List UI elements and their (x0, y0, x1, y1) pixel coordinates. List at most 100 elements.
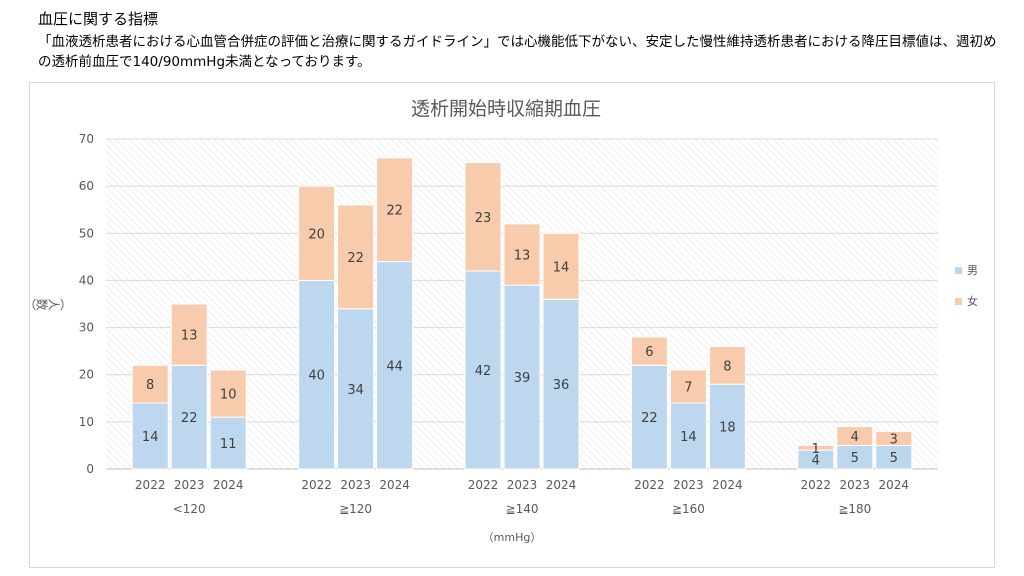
data-label: 14 (553, 260, 570, 275)
data-label: 13 (514, 249, 531, 264)
bar-segment-female (836, 426, 874, 446)
y-tick-label: 50 (79, 226, 94, 240)
bar-segment-female (209, 369, 247, 418)
bar-segment-female (464, 162, 502, 272)
x-tick-label-year: 2022 (468, 478, 499, 492)
x-category-label: ≧140 (506, 502, 539, 516)
y-tick-label: 10 (79, 415, 94, 429)
y-tick-label: 60 (79, 179, 94, 193)
x-category-label: ≧120 (339, 502, 372, 516)
chart-frame: 透析開始時収縮期血圧 0 10 20 30 40 50 60 70 14 8 22 13 11 10 40… (29, 82, 995, 568)
bar-segment-male (376, 261, 414, 470)
data-label: 13 (181, 329, 198, 344)
x-tick-label-year: 2023 (174, 478, 205, 492)
x-category-label: <120 (173, 502, 206, 516)
x-tick-label-year: 2022 (135, 478, 166, 492)
bar-segment-female (669, 369, 707, 404)
data-label: 4 (812, 454, 820, 469)
page-header: 血圧に関する指標 「血液透析患者における心血管合併症の評価と治療に関するガイドラ… (38, 8, 1008, 72)
data-label: 22 (181, 411, 198, 426)
data-label: 22 (347, 251, 364, 266)
x-tick-label-year: 2024 (879, 478, 910, 492)
bar-segment-female (337, 204, 375, 310)
data-label: 40 (308, 369, 325, 384)
bar-segment-female (797, 444, 835, 451)
data-label: 18 (719, 421, 736, 436)
data-label: 42 (475, 364, 492, 379)
bar-segment-male (298, 279, 336, 470)
y-tick-label: 40 (79, 273, 94, 287)
x-axis-label: （mmHg） (483, 531, 542, 544)
data-label: 14 (142, 430, 159, 445)
bar-segment-female (630, 336, 668, 366)
data-label: 5 (851, 451, 859, 466)
bar-segment-female (131, 364, 169, 404)
x-category-label: ≧160 (672, 502, 705, 516)
legend: 男女 (955, 264, 978, 308)
bar-segment-male (170, 364, 208, 470)
legend-swatch (955, 298, 962, 305)
legend-swatch (955, 267, 962, 274)
page-heading: 血圧に関する指標 (38, 10, 159, 28)
x-axis: 2022 2023 2024 <120 2022 2023 2024 ≧120 2022 2023… (135, 478, 909, 516)
bar-segment-male (337, 308, 375, 470)
bar-segment-female (298, 185, 336, 281)
chart-title: 透析開始時収縮期血圧 (411, 98, 601, 120)
x-tick-label-year: 2024 (712, 478, 743, 492)
data-label: 44 (386, 359, 403, 374)
y-tick-label: 0 (86, 462, 94, 476)
data-label: 22 (386, 204, 403, 219)
bar-segment-male (131, 402, 169, 470)
bar-segment-male (630, 364, 668, 470)
x-tick-label-year: 2024 (213, 478, 244, 492)
bar-segment-female (708, 345, 746, 385)
data-label: 6 (645, 345, 653, 360)
page-description: 「血液透析患者における心血管合併症の評価と治療に関するガイドライン」では心機能低… (38, 34, 997, 70)
data-label: 36 (553, 378, 570, 393)
x-category-label: ≧180 (838, 502, 871, 516)
x-tick-label-year: 2022 (301, 478, 332, 492)
x-tick-label-year: 2023 (840, 478, 871, 492)
bar-segment-male (669, 402, 707, 470)
data-label: 11 (220, 437, 237, 452)
data-label: 39 (514, 371, 531, 386)
data-label: 5 (890, 451, 898, 466)
data-label: 20 (308, 227, 325, 242)
data-label: 3 (890, 432, 898, 447)
y-axis: 0 10 20 30 40 50 60 70 (79, 132, 94, 476)
x-tick-label-year: 2023 (340, 478, 371, 492)
bar-segment-female (503, 223, 541, 286)
legend-label: 女 (967, 294, 978, 308)
data-label: 14 (680, 430, 697, 445)
data-label: 10 (220, 388, 237, 403)
legend-label: 男 (967, 264, 978, 277)
x-tick-label-year: 2024 (379, 478, 410, 492)
x-tick-label-year: 2023 (673, 478, 704, 492)
bar-segment-female (170, 303, 208, 366)
bars: 1482213111040203422442242233913361422614… (131, 157, 913, 470)
data-label: 4 (851, 430, 859, 445)
bar-segment-male (209, 416, 247, 470)
y-tick-label: 20 (79, 368, 94, 382)
x-tick-label-year: 2022 (634, 478, 665, 492)
data-label: 7 (684, 381, 692, 396)
bar-segment-male (503, 284, 541, 470)
data-label: 23 (475, 211, 492, 226)
data-label: 1 (812, 442, 820, 457)
bar-segment-female (875, 430, 913, 446)
x-tick-label-year: 2023 (507, 478, 538, 492)
bar-segment-male (708, 383, 746, 470)
x-tick-label-year: 2024 (546, 478, 577, 492)
bar-segment-female (376, 157, 414, 263)
y-tick-label: 70 (79, 132, 94, 146)
y-tick-label: 30 (79, 321, 94, 335)
bar-segment-male (464, 270, 502, 470)
data-label: 22 (641, 411, 658, 426)
x-tick-label-year: 2022 (801, 478, 832, 492)
y-axis-label: （人数） (30, 297, 72, 311)
data-label: 8 (146, 378, 154, 393)
data-label: 34 (347, 383, 364, 398)
data-label: 8 (723, 359, 731, 374)
bar-segment-female (542, 232, 580, 300)
